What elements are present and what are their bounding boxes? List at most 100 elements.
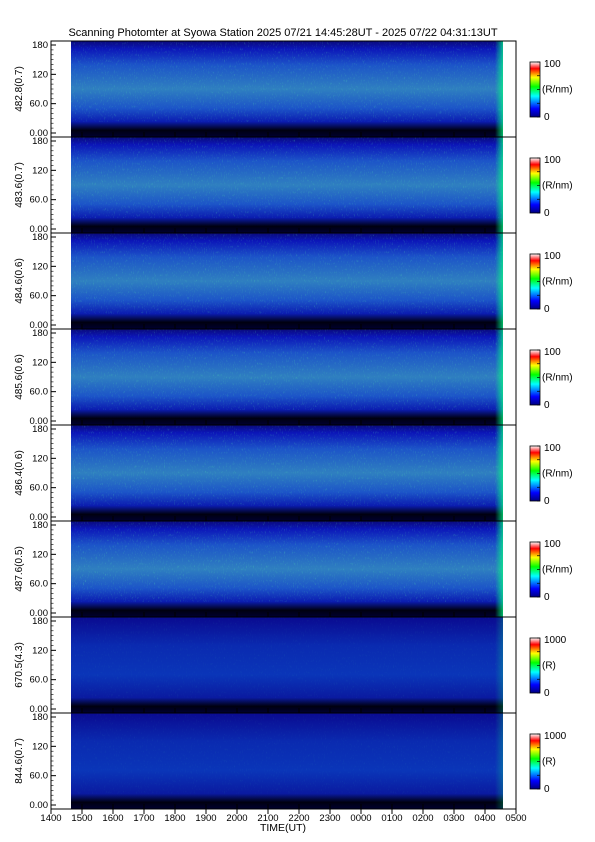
colorbar-max: 1000 xyxy=(544,731,567,742)
x-tick-label: 0400 xyxy=(474,813,495,824)
x-tick-label: 1700 xyxy=(133,813,154,824)
colorbar-unit: (R) xyxy=(542,757,556,768)
x-tick-label: 1400 xyxy=(40,813,61,824)
heatmap-texture xyxy=(71,713,503,794)
colorbar-max: 100 xyxy=(544,539,561,550)
colorbar-max: 100 xyxy=(544,59,561,70)
colorbar-min: 0 xyxy=(544,400,550,411)
x-tick-label: 0000 xyxy=(350,813,371,824)
heatmap-edge xyxy=(495,329,503,425)
y-tick-label: 120 xyxy=(32,645,48,656)
heatmap-edge xyxy=(495,521,503,617)
x-tick-label: 1800 xyxy=(164,813,185,824)
colorbar-max: 100 xyxy=(544,251,561,262)
colorbar-unit: (R/nm) xyxy=(542,85,573,96)
heatmap-texture xyxy=(71,41,503,122)
panel-label: 483.6(0.7) xyxy=(14,162,25,208)
x-tick-label: 1500 xyxy=(71,813,92,824)
x-tick-label: 1900 xyxy=(195,813,216,824)
y-tick-label: 180 xyxy=(32,712,48,723)
y-tick-label: 120 xyxy=(32,165,48,176)
panel-label: 486.4(0.6) xyxy=(14,450,25,496)
colorbar-min: 0 xyxy=(544,304,550,315)
x-tick-label: 1600 xyxy=(102,813,123,824)
y-tick-label: 120 xyxy=(32,357,48,368)
panel-7: 0.00 60.0 120 180 670.5(4.3) 1000 0 (R) xyxy=(14,616,567,718)
y-tick-label: 0.00 xyxy=(30,416,49,427)
y-tick-label: 0.00 xyxy=(30,608,49,619)
colorbar-min: 0 xyxy=(544,688,550,699)
y-tick-label: 60.0 xyxy=(30,99,49,110)
heatmap-edge xyxy=(495,713,503,809)
colorbar-min: 0 xyxy=(544,208,550,219)
x-tick-label: 2100 xyxy=(257,813,278,824)
y-tick-label: 0.00 xyxy=(30,128,49,139)
y-tick-label: 180 xyxy=(32,40,48,51)
y-tick-label: 60.0 xyxy=(30,483,49,494)
panel-label: 670.5(4.3) xyxy=(14,642,25,688)
x-tick-label: 0300 xyxy=(443,813,464,824)
panel-3: 0.00 60.0 120 180 484.6(0.6) 100 0 (R/nm) xyxy=(14,232,573,334)
y-tick-label: 60.0 xyxy=(30,675,49,686)
y-tick-label: 180 xyxy=(32,136,48,147)
y-tick-label: 180 xyxy=(32,616,48,627)
panel-label: 482.8(0.7) xyxy=(14,66,25,112)
y-tick-label: 120 xyxy=(32,741,48,752)
colorbar-unit: (R/nm) xyxy=(542,277,573,288)
heatmap-texture xyxy=(71,425,503,506)
heatmap-texture xyxy=(71,137,503,218)
colorbar-unit: (R) xyxy=(542,661,556,672)
colorbar-max: 1000 xyxy=(544,635,567,646)
y-tick-label: 120 xyxy=(32,69,48,80)
heatmap-texture xyxy=(71,233,503,314)
y-tick-label: 120 xyxy=(32,453,48,464)
y-tick-label: 120 xyxy=(32,549,48,560)
colorbar-min: 0 xyxy=(544,112,550,123)
heatmap-edge xyxy=(495,137,503,233)
colorbar-unit: (R/nm) xyxy=(542,565,573,576)
panel-label: 844.6(0.7) xyxy=(14,738,25,784)
panel-label: 484.6(0.6) xyxy=(14,258,25,304)
colorbar-min: 0 xyxy=(544,496,550,507)
panel-label: 487.6(0.5) xyxy=(14,546,25,592)
colorbar-min: 0 xyxy=(544,592,550,603)
heatmap-texture xyxy=(71,329,503,410)
y-tick-label: 0.00 xyxy=(30,224,49,235)
y-tick-label: 60.0 xyxy=(30,579,49,590)
y-tick-label: 60.0 xyxy=(30,195,49,206)
colorbar-max: 100 xyxy=(544,155,561,166)
x-tick-label: 0500 xyxy=(505,813,526,824)
y-tick-label: 0.00 xyxy=(30,512,49,523)
colorbar-max: 100 xyxy=(544,443,561,454)
y-tick-label: 120 xyxy=(32,261,48,272)
panel-1: 0.00 60.0 120 180 482.8(0.7) 100 0 (R/nm) xyxy=(14,40,573,142)
heatmap-texture xyxy=(71,617,503,698)
colorbar-unit: (R/nm) xyxy=(542,181,573,192)
colorbar-max: 100 xyxy=(544,347,561,358)
heatmap-edge xyxy=(495,617,503,713)
panel-8: 0.00 60.0 120 180 844.6(0.7) 1000 0 (R) xyxy=(14,712,567,814)
x-tick-label: 2200 xyxy=(288,813,309,824)
y-tick-label: 60.0 xyxy=(30,291,49,302)
x-tick-label: 2000 xyxy=(226,813,247,824)
y-tick-label: 180 xyxy=(32,520,48,531)
panel-5: 0.00 60.0 120 180 486.4(0.6) 100 0 (R/nm) xyxy=(14,424,573,526)
colorbar-unit: (R/nm) xyxy=(542,469,573,480)
heatmap-edge xyxy=(495,41,503,137)
y-tick-label: 180 xyxy=(32,424,48,435)
y-tick-label: 60.0 xyxy=(30,387,49,398)
y-tick-label: 180 xyxy=(32,232,48,243)
x-tick-label: 0200 xyxy=(412,813,433,824)
y-tick-label: 180 xyxy=(32,328,48,339)
colorbar-min: 0 xyxy=(544,784,550,795)
chart-title: Scanning Photomter at Syowa Station 2025… xyxy=(68,27,497,39)
heatmap-texture xyxy=(71,521,503,602)
panel-2: 0.00 60.0 120 180 483.6(0.7) 100 0 (R/nm) xyxy=(14,136,573,238)
panel-6: 0.00 60.0 120 180 487.6(0.5) 100 0 (R/nm) xyxy=(14,520,573,622)
x-axis-label: TIME(UT) xyxy=(260,822,306,834)
heatmap-edge xyxy=(495,233,503,329)
panel-4: 0.00 60.0 120 180 485.6(0.6) 100 0 (R/nm) xyxy=(14,328,573,430)
colorbar-unit: (R/nm) xyxy=(542,373,573,384)
x-tick-label: 0100 xyxy=(381,813,402,824)
